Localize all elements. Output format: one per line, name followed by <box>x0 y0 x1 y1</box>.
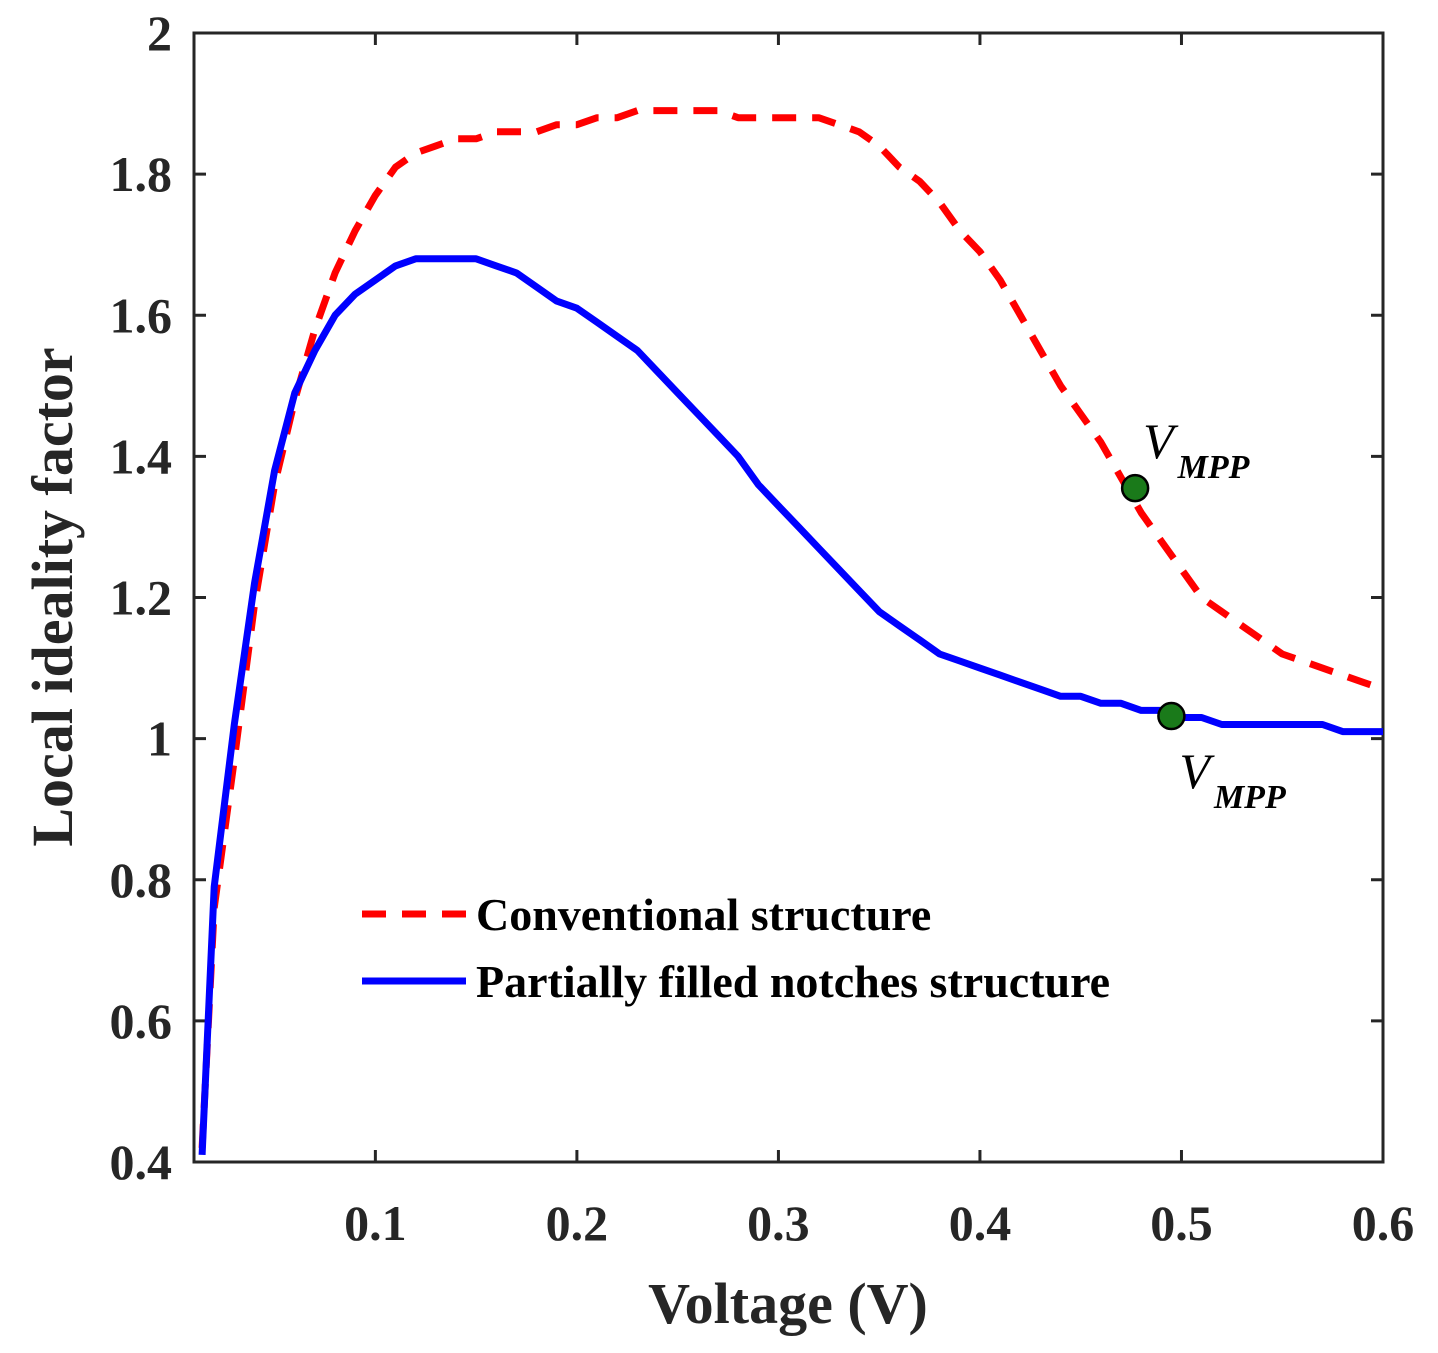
y-tick-label: 1.4 <box>110 428 173 484</box>
x-tick-label: 0.6 <box>1352 1195 1415 1251</box>
mpp-marker <box>1157 701 1186 731</box>
x-tick-label: 0.1 <box>344 1195 407 1251</box>
x-tick-label: 0.2 <box>546 1195 609 1251</box>
mpp-label: V MPP <box>1143 413 1250 486</box>
y-tick-label: 1.6 <box>110 287 173 343</box>
y-axis-ticks: 0.4 0.6 0.8 1 1.2 1.4 1.6 1.8 2 <box>110 5 1383 1190</box>
mpp-label: V MPP <box>1179 743 1286 816</box>
legend: Conventional structure Partially filled … <box>362 889 1110 1007</box>
x-axis-title: Voltage (V) <box>648 1271 928 1336</box>
y-tick-label: 1 <box>147 711 172 767</box>
y-tick-label: 1.8 <box>110 146 173 202</box>
markers-layer: V MPP V MPP <box>1120 413 1286 816</box>
x-axis-ticks: 0.1 0.2 0.3 0.4 0.5 0.6 <box>344 33 1414 1251</box>
x-tick-label: 0.3 <box>747 1195 810 1251</box>
y-tick-label: 1.2 <box>110 570 173 626</box>
y-tick-label: 2 <box>147 5 172 61</box>
y-axis-title: Local ideality factor <box>20 347 85 846</box>
y-tick-label: 0.4 <box>110 1134 173 1190</box>
legend-label-conventional: Conventional structure <box>476 889 931 940</box>
y-tick-label: 0.6 <box>110 993 173 1049</box>
x-tick-label: 0.5 <box>1150 1195 1213 1251</box>
y-tick-label: 0.8 <box>110 852 173 908</box>
mpp-marker <box>1120 473 1150 503</box>
plot-area <box>192 31 1385 1164</box>
legend-label-partially-filled: Partially filled notches structure <box>476 956 1110 1007</box>
series-line-conventional-structure <box>198 107 1385 1149</box>
x-tick-label: 0.4 <box>949 1195 1012 1251</box>
